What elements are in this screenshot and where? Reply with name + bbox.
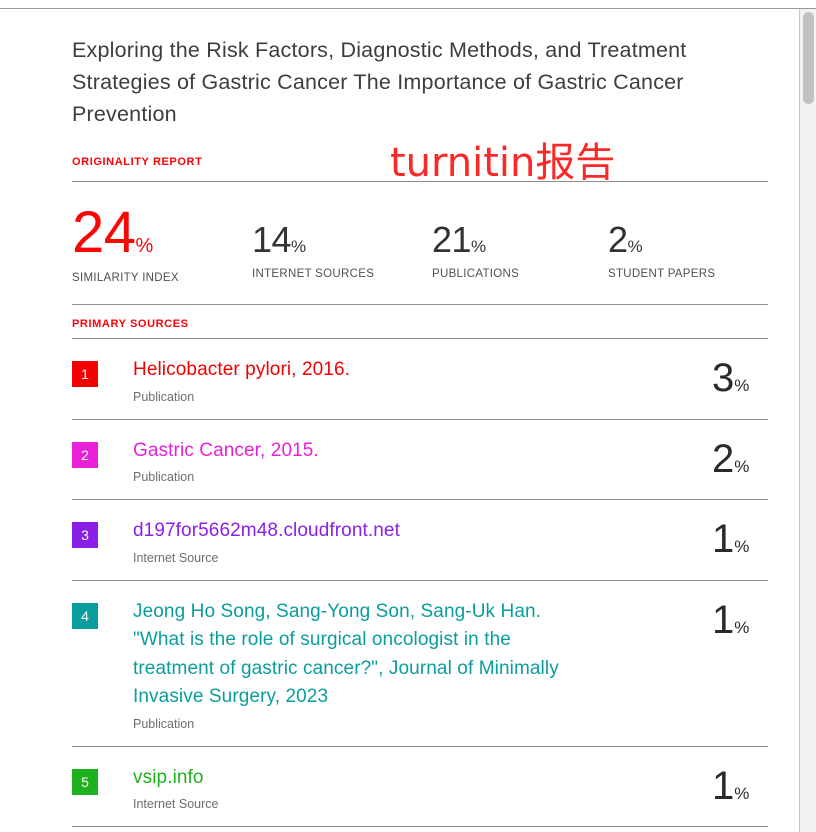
source-index-badge: 4 [72, 602, 98, 629]
internet-sources-value: 14 [252, 219, 292, 261]
source-type: Publication [133, 716, 195, 731]
report-page: Exploring the Risk Factors, Diagnostic M… [0, 9, 798, 832]
percent-sign: % [627, 237, 643, 257]
source-title-link[interactable]: Jeong Ho Song, Sang-Yong Son, Sang-Uk Ha… [133, 600, 559, 708]
source-index-badge: 5 [72, 768, 98, 795]
stat-similarity-index: 24% SIMILARITY INDEX [72, 204, 252, 285]
stat-label: INTERNET SOURCES [252, 268, 375, 281]
percent-sign: % [471, 237, 487, 257]
scrollbar[interactable] [799, 9, 816, 832]
stats-row: 24% SIMILARITY INDEX 14% INTERNET SOURCE… [72, 182, 768, 304]
source-type: Publication [133, 470, 195, 485]
source-row: 4 Jeong Ho Song, Sang-Yong Son, Sang-Uk … [72, 581, 768, 747]
divider [72, 304, 768, 306]
stat-label: PUBLICATIONS [432, 268, 520, 281]
source-percent: 1% [712, 597, 750, 642]
publications-value: 21 [432, 219, 472, 261]
stat-label: STUDENT PAPERS [608, 268, 716, 281]
source-index-badge: 2 [72, 441, 98, 468]
source-title-link[interactable]: d197for5662m48.cloudfront.net [133, 520, 400, 542]
stat-publications: 21% PUBLICATIONS [432, 219, 608, 281]
source-row: 3 d197for5662m48.cloudfront.net Internet… [72, 500, 768, 581]
source-type: Publication [133, 389, 195, 404]
source-type: Internet Source [133, 797, 219, 812]
source-percent: 3% [712, 356, 750, 401]
source-row: 1 Helicobacter pylori, 2016. Publication… [72, 339, 768, 420]
stat-label: SIMILARITY INDEX [72, 272, 179, 285]
source-title-link[interactable]: vsip.info [133, 766, 204, 788]
percent-sign: % [734, 376, 750, 396]
percent-sign: % [734, 617, 750, 637]
divider [72, 338, 768, 340]
source-index-badge: 1 [72, 361, 98, 388]
percent-sign: % [291, 237, 307, 257]
stat-internet-sources: 14% INTERNET SOURCES [252, 219, 432, 281]
source-row: 2 Gastric Cancer, 2015. Publication 2% [72, 420, 768, 501]
stat-student-papers: 2% STUDENT PAPERS [608, 219, 768, 281]
source-type: Internet Source [133, 550, 219, 565]
originality-report-label: ORIGINALITY REPORT [72, 156, 203, 169]
source-index-badge: 3 [72, 522, 98, 549]
scrollbar-thumb[interactable] [802, 12, 814, 104]
source-percent: 1% [712, 763, 750, 808]
source-title-link[interactable]: Helicobacter pylori, 2016. [133, 359, 350, 381]
primary-sources-list: 1 Helicobacter pylori, 2016. Publication… [72, 339, 768, 828]
student-papers-value: 2 [608, 219, 628, 261]
divider [72, 181, 768, 183]
percent-sign: % [734, 456, 750, 476]
source-row: 5 vsip.info Internet Source 1% [72, 747, 768, 828]
similarity-index-value: 24 [72, 200, 136, 266]
primary-sources-label: PRIMARY SOURCES [72, 318, 189, 331]
source-percent: 2% [712, 436, 750, 481]
percent-sign: % [734, 537, 750, 557]
percent-sign: % [135, 235, 154, 258]
source-title-link[interactable]: Gastric Cancer, 2015. [133, 439, 319, 461]
window-top-border [0, 8, 816, 9]
source-percent: 1% [712, 517, 750, 562]
document-title: Exploring the Risk Factors, Diagnostic M… [72, 38, 687, 126]
percent-sign: % [734, 783, 750, 803]
